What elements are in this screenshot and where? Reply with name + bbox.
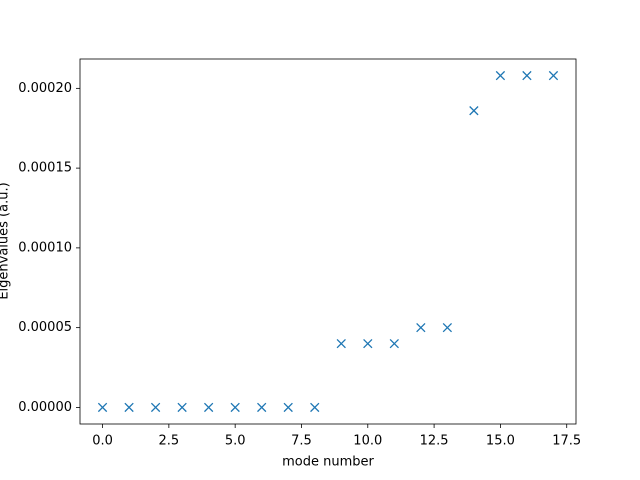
data-point: [203, 402, 214, 413]
data-point: [336, 338, 346, 349]
data-point: [124, 402, 134, 413]
x-axis-label: mode number: [282, 455, 374, 470]
data-point: [283, 402, 293, 413]
x-tick-label: 7.5: [291, 434, 312, 449]
data-point: [97, 402, 108, 413]
x-tick-label: 2.5: [159, 434, 180, 449]
data-point: [150, 402, 161, 413]
axes-frame: [79, 58, 577, 425]
data-point: [389, 338, 399, 349]
x-tick-label: 12.5: [420, 434, 449, 449]
x-tick-label: 15.0: [486, 434, 515, 449]
data-point: [495, 70, 506, 81]
data-point: [230, 402, 240, 413]
data-point: [442, 322, 453, 333]
data-point: [522, 70, 532, 81]
y-tick-label: 0.00010: [18, 240, 72, 255]
data-point: [363, 338, 373, 349]
data-point: [469, 106, 479, 116]
data-point: [548, 70, 559, 81]
data-point: [310, 402, 320, 413]
y-tick-label: 0.00015: [18, 161, 72, 176]
x-tick-label: 5.0: [225, 434, 246, 449]
x-tick-label: 17.5: [552, 434, 581, 449]
data-point: [177, 402, 187, 413]
y-axis-label: Eigenvalues (a.u.): [0, 182, 12, 299]
y-tick-label: 0.00000: [18, 400, 72, 415]
x-tick-label: 0.0: [92, 434, 113, 449]
y-tick-label: 0.00020: [18, 81, 72, 96]
data-point: [416, 322, 426, 333]
y-tick-label: 0.00005: [18, 320, 72, 335]
x-tick-label: 10.0: [353, 434, 382, 449]
data-point: [257, 402, 267, 413]
